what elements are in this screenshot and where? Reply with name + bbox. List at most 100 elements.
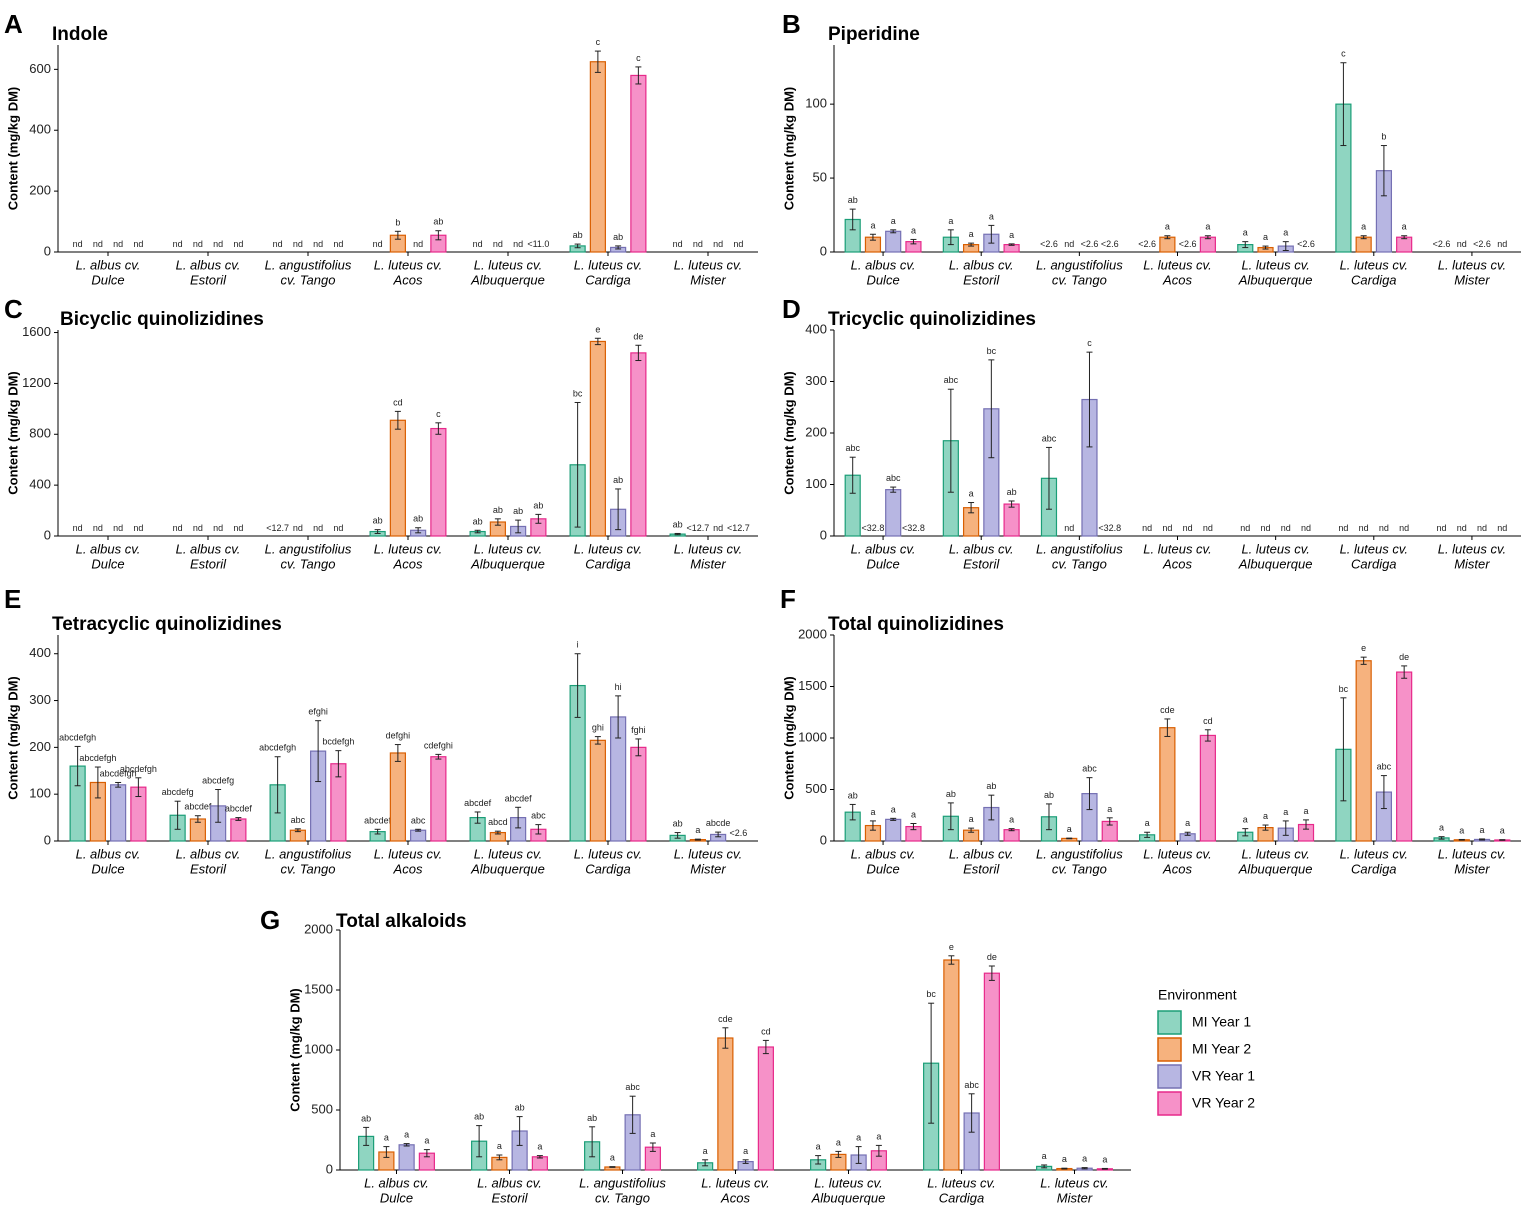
nd-label: nd (113, 523, 123, 533)
x-tick-label: Estoril (963, 556, 1000, 571)
nd-label: nd (173, 523, 183, 533)
significance-label: e (1361, 643, 1366, 653)
significance-label: ab (986, 781, 996, 791)
y-axis-label: Content (mg/kg DM) (781, 676, 796, 799)
bar (230, 818, 247, 842)
nd-label: nd (193, 239, 203, 249)
significance-label: de (987, 952, 997, 962)
x-tick-label: L. albus cv. (851, 541, 916, 556)
significance-label: abcdefg (202, 776, 234, 786)
nd-label: <32.8 (862, 523, 885, 533)
nd-label: nd (1497, 523, 1507, 533)
significance-label: de (1399, 652, 1409, 662)
significance-label: bc (573, 388, 583, 398)
significance-label: e (595, 324, 600, 334)
nd-label: nd (1064, 523, 1074, 533)
y-axis-label: Content (mg/kg DM) (5, 676, 20, 799)
panel-title: Bicyclic quinolizidines (60, 309, 264, 330)
significance-label: de (633, 331, 643, 341)
nd-label: nd (713, 239, 723, 249)
nd-label: <32.8 (902, 523, 925, 533)
x-tick-label: Cardiga (1351, 272, 1397, 287)
significance-label: ab (513, 506, 523, 516)
y-axis-label: Content (mg/kg DM) (5, 87, 20, 210)
bar (717, 1037, 734, 1171)
significance-label: a (1082, 1154, 1087, 1164)
significance-label: ab (493, 505, 503, 515)
nd-label: nd (193, 523, 203, 533)
significance-label: abcdefgh (259, 743, 296, 753)
y-tick-label: 200 (29, 739, 51, 754)
y-tick-label: 0 (44, 527, 51, 542)
nd-label: nd (113, 239, 123, 249)
nd-label: nd (213, 523, 223, 533)
x-tick-label: cv. Tango (281, 861, 336, 876)
panel-letter: F (780, 584, 796, 614)
significance-label: a (1243, 815, 1248, 825)
significance-label: ab (613, 232, 623, 242)
bar (1199, 236, 1216, 253)
bar (589, 739, 606, 842)
x-tick-label: L. luteus cv. (927, 1175, 995, 1190)
x-tick-label: cv. Tango (1052, 861, 1107, 876)
y-axis-label: Content (mg/kg DM) (287, 988, 302, 1111)
significance-label: abc (845, 443, 860, 453)
nd-label: nd (713, 523, 723, 533)
significance-label: abc (886, 473, 901, 483)
significance-label: hi (615, 682, 622, 692)
nd-label: <2.6 (729, 828, 747, 838)
significance-label: ab (848, 790, 858, 800)
significance-label: ab (413, 514, 423, 524)
x-tick-label: Dulce (91, 272, 124, 287)
legend-label: MI Year 2 (1192, 1041, 1251, 1057)
y-tick-label: 300 (805, 373, 827, 388)
y-tick-label: 1200 (22, 375, 51, 390)
nd-label: <11.0 (527, 239, 549, 249)
nd-label: nd (1379, 523, 1389, 533)
significance-label: abc (1082, 764, 1097, 774)
nd-label: nd (313, 523, 323, 533)
x-tick-label: Acos (393, 861, 423, 876)
x-tick-label: Cardiga (585, 272, 631, 287)
significance-label: ab (673, 819, 683, 829)
nd-label: nd (1477, 523, 1487, 533)
y-tick-label: 800 (29, 426, 51, 441)
y-tick-label: 1500 (798, 678, 827, 693)
x-tick-label: Acos (393, 556, 423, 571)
nd-label: nd (673, 239, 683, 249)
x-tick-label: cv. Tango (281, 272, 336, 287)
significance-label: a (969, 229, 974, 239)
x-tick-label: Cardiga (585, 861, 631, 876)
y-tick-label: 400 (29, 477, 51, 492)
legend: Environment MI Year 1 MI Year 2 VR Year 1 VR… (1157, 987, 1255, 1116)
significance-label: a (1243, 228, 1248, 238)
nd-label: nd (513, 239, 523, 249)
significance-label: a (1009, 815, 1014, 825)
y-tick-label: 2000 (304, 921, 333, 936)
y-tick-label: 500 (805, 781, 827, 796)
bar (630, 352, 647, 537)
significance-label: abcdef (505, 793, 533, 803)
panel-title: Total quinolizidines (828, 614, 1004, 635)
significance-label: abc (625, 1082, 640, 1092)
nd-label: nd (1437, 523, 1447, 533)
y-tick-label: 0 (820, 527, 827, 542)
significance-label: e (949, 942, 954, 952)
nd-label: <2.6 (1101, 239, 1119, 249)
x-tick-label: L. luteus cv. (474, 846, 542, 861)
significance-label: ab (373, 516, 383, 526)
nd-label: nd (493, 239, 503, 249)
significance-label: a (1459, 825, 1464, 835)
x-tick-label: cv. Tango (1052, 556, 1107, 571)
bar (1396, 236, 1413, 253)
x-tick-label: Cardiga (1351, 861, 1397, 876)
x-tick-label: Mister (1454, 272, 1490, 287)
significance-label: ab (515, 1103, 525, 1113)
bar (589, 340, 606, 537)
significance-label: ab (587, 1113, 597, 1123)
panel-C: C Bicyclic quinolizidines 0 400 800 1200 1600 C… (4, 294, 758, 571)
panel-letter: E (4, 584, 21, 614)
x-tick-label: L. luteus cv. (674, 541, 742, 556)
x-tick-label: Dulce (866, 556, 899, 571)
y-tick-label: 2000 (798, 626, 827, 641)
